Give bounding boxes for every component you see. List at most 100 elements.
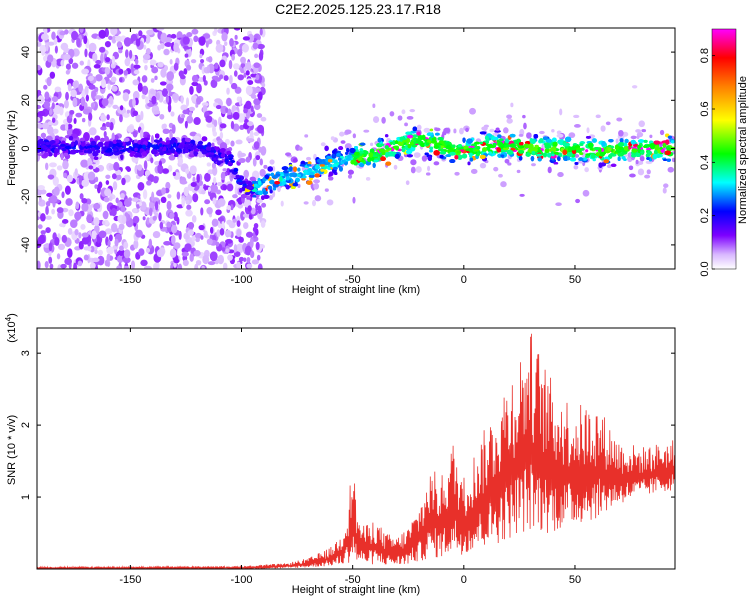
y-tick-label: 1 [20,494,32,500]
spectrogram-cell [664,150,672,156]
spectrogram-cell [569,157,577,162]
spectrogram-cell [552,141,558,147]
spectrogram-cell [92,52,98,62]
spectrogram-cell [240,194,247,199]
spectrogram-cell [217,198,226,207]
spectrogram-cell [143,160,148,170]
spectrogram-cell [513,139,520,144]
snr-panel: -150 -100 -50 0 50 123 Height of straight li… [4,313,676,596]
y-tick-label: -20 [20,189,32,205]
spectrogram-cell [233,28,241,31]
spectrogram-cell [453,128,457,134]
spectrogram-cell [149,59,157,66]
spectrogram-cell [119,142,123,146]
spectrogram-cell [220,171,226,181]
spectrogram-cell [111,35,117,44]
spectrogram-cell [61,191,65,199]
spectrogram-cell [399,136,405,141]
spectrogram-cell [259,28,263,36]
spectrogram-cell [64,29,69,35]
spectrogram-cell [140,110,144,121]
spectrogram-cell [671,157,675,163]
spectrogram-cell [135,229,143,238]
spectrogram-cell [217,217,224,222]
spectrogram-cell [108,234,113,242]
spectrogram-cell [176,216,180,225]
spectrogram-cell [636,135,640,140]
spectrogram-cell [155,133,160,139]
spectrogram-cell [637,144,642,149]
spectrogram-cell [37,224,43,230]
spectrogram-cell [163,146,167,152]
spectrogram-cell [154,75,158,81]
spectrogram-cell [531,163,536,167]
spectrogram-cell [492,136,499,141]
spectrogram-cell [191,74,199,83]
spectrogram-cell [426,132,434,137]
x-tick-label: -100 [231,574,253,586]
spectrogram-cell [652,153,658,160]
spectrogram-cell [192,193,199,203]
spectrogram-cell [132,215,140,224]
spectrogram-cell [462,137,466,143]
spectrogram-cell [225,248,230,253]
spectrogram-cell [137,82,143,92]
spectrogram-cell [413,152,421,158]
spectrogram-cell [257,205,262,214]
spectrogram-cell [232,123,240,132]
spectrogram-cell [277,185,281,193]
spectrogram-cell [256,124,265,134]
spectrogram-cell [161,187,166,195]
spectrogram-cell [67,248,73,258]
spectrogram-cell [69,219,78,229]
spectrogram-cell [177,157,184,166]
spectrogram-cell [429,149,433,153]
spectrogram-cell [156,28,165,31]
spectrogram-cell [257,263,263,269]
spectrogram-cell [653,140,661,145]
spectrogram-cell [170,111,175,117]
spectrogram-cell [616,117,623,122]
spectrogram-cell [313,179,321,184]
spectrogram-cell [51,96,58,103]
spectrogram-cell [157,61,164,68]
spectrogram-cell [229,74,233,85]
spectrogram-cell [60,42,69,51]
spectrogram-cell [510,102,514,108]
spectrogram-cell [429,128,434,132]
spectrogram-cell [81,236,90,245]
spectrogram-cell [449,151,456,156]
spectrogram-cell [150,78,155,83]
spectrogram-cell [274,181,281,185]
spectrogram-cell [54,45,58,54]
spectrogram-cell [83,35,88,45]
spectrogram-cell [173,258,180,264]
spectrogram-cell [97,249,103,256]
spectrogram-cell [199,53,203,59]
spectrogram-cell [247,205,252,212]
spectrogram-cell [223,262,228,269]
spectrogram-cell [111,173,117,180]
spectrogram-cell [285,176,290,181]
spectrogram-cell [555,202,562,206]
spectrogram-cell [125,49,129,59]
spectrogram-cell [223,185,227,191]
spectrogram-cell [586,127,590,134]
spectrogram-cell [144,64,148,71]
spectrogram-cell [87,157,92,166]
spectrogram-cell [487,149,493,152]
spectrogram-cell [156,190,163,197]
spectrogram-cell [49,108,53,116]
spectrogram-cell [257,180,262,186]
spectrogram-cell [247,195,251,199]
spectrogram-cell [208,56,213,63]
spectrogram-cell [116,265,122,269]
spectrogram-cell [579,143,584,146]
spectrogram-cell [201,136,208,142]
spectrogram-cell [39,141,46,145]
spectrogram-cell [77,260,83,267]
spectrogram-cell [57,243,66,251]
spectrogram-cell [510,147,516,151]
spectrogram-cell [249,238,254,248]
